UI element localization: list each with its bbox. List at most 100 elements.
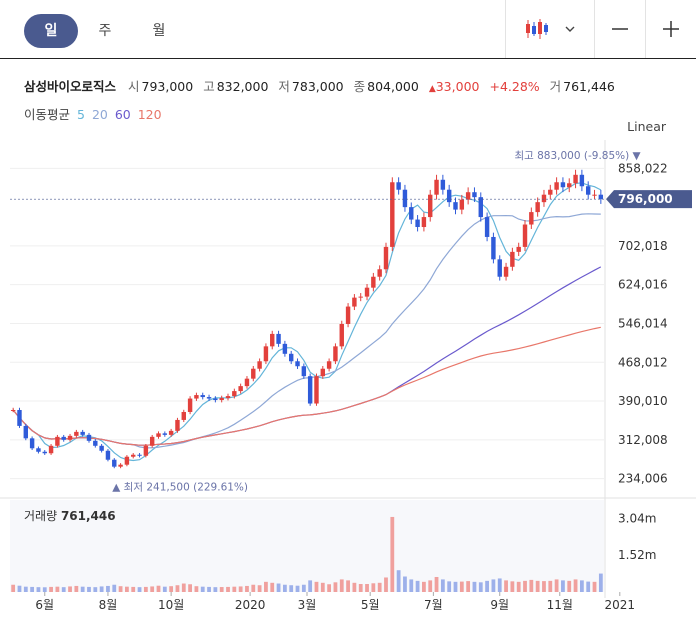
change-up-icon: ▲ [428, 84, 436, 94]
volume-bar [466, 581, 471, 592]
volume-bar [194, 586, 199, 592]
candle-body [232, 391, 237, 397]
x-tick-label: 11월 [547, 598, 573, 612]
volume-bar [68, 586, 72, 592]
volume-bar [232, 586, 237, 592]
ma-5[interactable]: 5 [77, 107, 85, 122]
volume-bar [598, 573, 603, 592]
volume-bar [529, 579, 534, 592]
candle-body [137, 454, 142, 456]
candle-body [36, 448, 41, 452]
volume-bar [295, 585, 300, 592]
volume-bar [87, 586, 91, 592]
volume-bar [535, 580, 540, 592]
candle-body [219, 398, 224, 401]
candle-body [17, 409, 22, 426]
candle-body [61, 436, 66, 440]
volume-bar [434, 576, 439, 592]
candle-body [352, 297, 357, 307]
zoom-out-button[interactable] [594, 0, 645, 58]
candle-body [345, 306, 351, 324]
chart-type-selector[interactable] [505, 0, 594, 58]
chevron-down-icon [565, 26, 575, 32]
candle-body [503, 266, 509, 277]
volume-bar [352, 582, 357, 592]
volume-tick-label: 1.52m [618, 548, 656, 562]
y-tick-label: 702,018 [618, 239, 668, 253]
candle-body [213, 398, 218, 401]
low-label: 저 [278, 79, 290, 94]
candle-body [105, 450, 111, 460]
change-value: 33,000 [435, 79, 480, 94]
plus-icon [663, 21, 679, 37]
candle-body [168, 430, 174, 435]
candle-body [339, 323, 344, 347]
close-label: 종 [353, 79, 366, 94]
candle-body [251, 368, 256, 379]
candle-body [440, 179, 446, 190]
zoom-in-button[interactable] [645, 0, 696, 58]
candle-body [396, 182, 401, 190]
candle-body [295, 361, 300, 367]
high-label: 고 [203, 79, 215, 94]
tab-day[interactable]: 일 [24, 14, 78, 48]
candle-body [459, 199, 465, 210]
candle-body [554, 182, 559, 190]
candle-body [48, 445, 54, 454]
chart-toolbar [505, 0, 696, 58]
scale-mode-toggle[interactable]: Linear [627, 119, 666, 134]
tab-month[interactable]: 월 [152, 23, 166, 39]
volume-bar [428, 580, 433, 592]
volume-bar [314, 581, 319, 592]
ma-120[interactable]: 120 [137, 107, 162, 122]
volume-bar [301, 584, 306, 592]
candle-body [175, 419, 180, 431]
volume-bar [510, 581, 515, 592]
candle-body [124, 456, 130, 465]
candle-body [93, 440, 98, 446]
y-tick-label: 234,006 [618, 472, 668, 486]
candle-body [567, 183, 572, 188]
candle-body [333, 346, 338, 362]
candle-body [55, 436, 60, 446]
candle-body [598, 194, 604, 200]
candle-body [149, 436, 155, 446]
candle-body [548, 189, 553, 195]
candle-body [326, 361, 332, 369]
tab-week[interactable]: 주 [98, 23, 112, 39]
ma-60[interactable]: 60 [114, 107, 131, 122]
x-tick-label: 2020 [235, 598, 266, 612]
candle-body [510, 251, 515, 267]
candle-body [118, 464, 123, 467]
volume-bar [384, 577, 388, 592]
candle-body [472, 192, 477, 198]
candle-body [383, 246, 389, 270]
volume-bar [99, 586, 104, 592]
ma-20[interactable]: 20 [91, 107, 108, 122]
candle-body [99, 445, 104, 451]
minus-icon [612, 28, 628, 30]
volume-bar [554, 579, 559, 592]
candle-body [402, 189, 408, 208]
candle-body [409, 207, 414, 220]
open-label: 시 [128, 79, 140, 94]
volume-bar [516, 581, 521, 592]
volume-bar [80, 586, 85, 592]
volume-bar [200, 586, 205, 592]
volume-bar [93, 587, 98, 592]
header-divider [0, 58, 696, 59]
volume-bar [264, 581, 268, 592]
volume-bar [112, 584, 117, 592]
volume-bar [371, 583, 376, 592]
volume-bar [504, 580, 508, 592]
x-tick-label: 8월 [99, 598, 118, 612]
volume-bar [276, 583, 281, 592]
candle-body [288, 353, 294, 362]
candle-body [225, 396, 231, 399]
volume-panel [10, 500, 604, 592]
volume-bar [245, 585, 249, 592]
candle-body [270, 333, 275, 347]
y-tick-label: 390,010 [618, 394, 668, 408]
volume-bar [409, 579, 414, 592]
